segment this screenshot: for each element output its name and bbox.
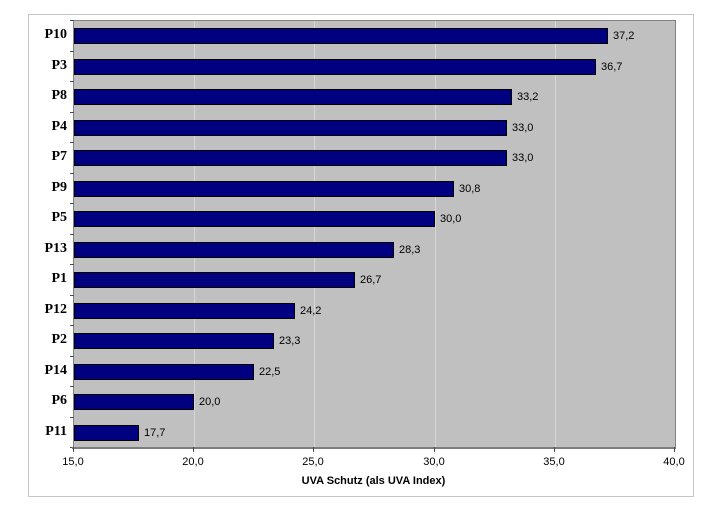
category-axis-tick [70, 112, 74, 113]
value-label-p8: 33,2 [517, 91, 539, 104]
category-label-p4: P4 [51, 118, 67, 134]
category-axis-tick [70, 356, 74, 357]
bar-p11 [74, 424, 139, 441]
bar-p8 [74, 89, 512, 106]
category-axis-tick [70, 51, 74, 52]
value-label-p5: 30,0 [440, 213, 462, 226]
bar-p5 [74, 211, 435, 228]
bar-row-p6: 20,0 [74, 387, 675, 418]
gridline-25 [314, 21, 315, 448]
value-label-p7: 33,0 [512, 152, 534, 165]
value-label-p4: 33,0 [512, 121, 534, 134]
x-axis-tick-15 [73, 447, 74, 452]
bar-row-p12: 24,2 [74, 296, 675, 327]
bar-row-p10: 37,2 [74, 21, 675, 52]
bar-p7 [74, 150, 507, 167]
category-label-p9: P9 [51, 179, 67, 195]
x-axis-tick-40 [674, 447, 675, 452]
category-label-p14: P14 [44, 362, 67, 378]
bar-p1 [74, 272, 355, 289]
category-axis-tick [70, 203, 74, 204]
category-label-p2: P2 [51, 332, 67, 348]
category-label-p5: P5 [51, 210, 67, 226]
x-tick-label-20: 20,0 [182, 456, 204, 468]
bar-row-p5: 30,0 [74, 204, 675, 235]
category-axis-tick [70, 20, 74, 21]
category-label-p11: P11 [45, 423, 67, 439]
bar-row-p11: 17,7 [74, 418, 675, 449]
category-axis-tick [70, 417, 74, 418]
bar-p12 [74, 302, 295, 319]
value-label-p12: 24,2 [300, 304, 322, 317]
gridline-35 [555, 21, 556, 448]
value-label-p6: 20,0 [199, 396, 221, 409]
bar-row-p2: 23,3 [74, 326, 675, 357]
category-axis-tick [70, 173, 74, 174]
value-label-p3: 36,7 [601, 60, 623, 73]
bar-row-p14: 22,5 [74, 357, 675, 388]
category-label-p1: P1 [51, 271, 67, 287]
x-axis-title: UVA Schutz (als UVA Index) [301, 475, 446, 487]
category-label-p13: P13 [44, 240, 67, 256]
gridline-30 [435, 21, 436, 448]
value-label-p10: 37,2 [613, 30, 635, 43]
bar-p4 [74, 119, 507, 136]
bar-p3 [74, 58, 596, 75]
category-label-p3: P3 [51, 57, 67, 73]
value-label-p2: 23,3 [279, 335, 301, 348]
bar-row-p8: 33,2 [74, 82, 675, 113]
category-axis-tick [70, 142, 74, 143]
bar-p6 [74, 394, 194, 411]
category-axis-tick [70, 234, 74, 235]
category-axis-tick [70, 325, 74, 326]
chart-frame: 37,2 36,7 33,2 33,0 33,0 30,8 30,0 28,3 26,7 24,2… [28, 14, 694, 497]
category-axis-tick [70, 81, 74, 82]
gridline-20 [194, 21, 195, 448]
bar-p9 [74, 180, 454, 197]
bar-row-p4: 33,0 [74, 113, 675, 144]
bar-row-p9: 30,8 [74, 174, 675, 205]
bar-p14 [74, 363, 254, 380]
category-label-p7: P7 [51, 149, 67, 165]
value-label-p9: 30,8 [459, 182, 481, 195]
plot-area: 37,2 36,7 33,2 33,0 33,0 30,8 30,0 28,3 26,7 24,2… [73, 20, 676, 449]
bar-row-p13: 28,3 [74, 235, 675, 266]
bar-row-p1: 26,7 [74, 265, 675, 296]
x-axis-tick-35 [554, 447, 555, 452]
value-label-p11: 17,7 [144, 426, 166, 439]
bar-row-p3: 36,7 [74, 52, 675, 83]
category-label-p6: P6 [51, 393, 67, 409]
category-label-p10: P10 [44, 27, 67, 43]
category-label-p12: P12 [44, 301, 67, 317]
x-axis-tick-20 [193, 447, 194, 452]
x-tick-label-30: 30,0 [423, 456, 445, 468]
bar-p13 [74, 241, 394, 258]
value-label-p1: 26,7 [360, 274, 382, 287]
x-axis-tick-25 [313, 447, 314, 452]
bar-row-p7: 33,0 [74, 143, 675, 174]
x-axis-line [72, 447, 676, 449]
x-tick-label-35: 35,0 [543, 456, 565, 468]
value-label-p14: 22,5 [259, 365, 281, 378]
category-axis-tick [70, 295, 74, 296]
bar-p10 [74, 28, 608, 45]
value-label-p13: 28,3 [399, 243, 421, 256]
category-label-p8: P8 [51, 88, 67, 104]
x-tick-label-25: 25,0 [302, 456, 324, 468]
category-axis-tick [70, 264, 74, 265]
x-axis-tick-30 [434, 447, 435, 452]
x-tick-label-15: 15,0 [62, 456, 84, 468]
category-axis-tick [70, 386, 74, 387]
bar-p2 [74, 333, 274, 350]
x-tick-label-40: 40,0 [663, 456, 685, 468]
